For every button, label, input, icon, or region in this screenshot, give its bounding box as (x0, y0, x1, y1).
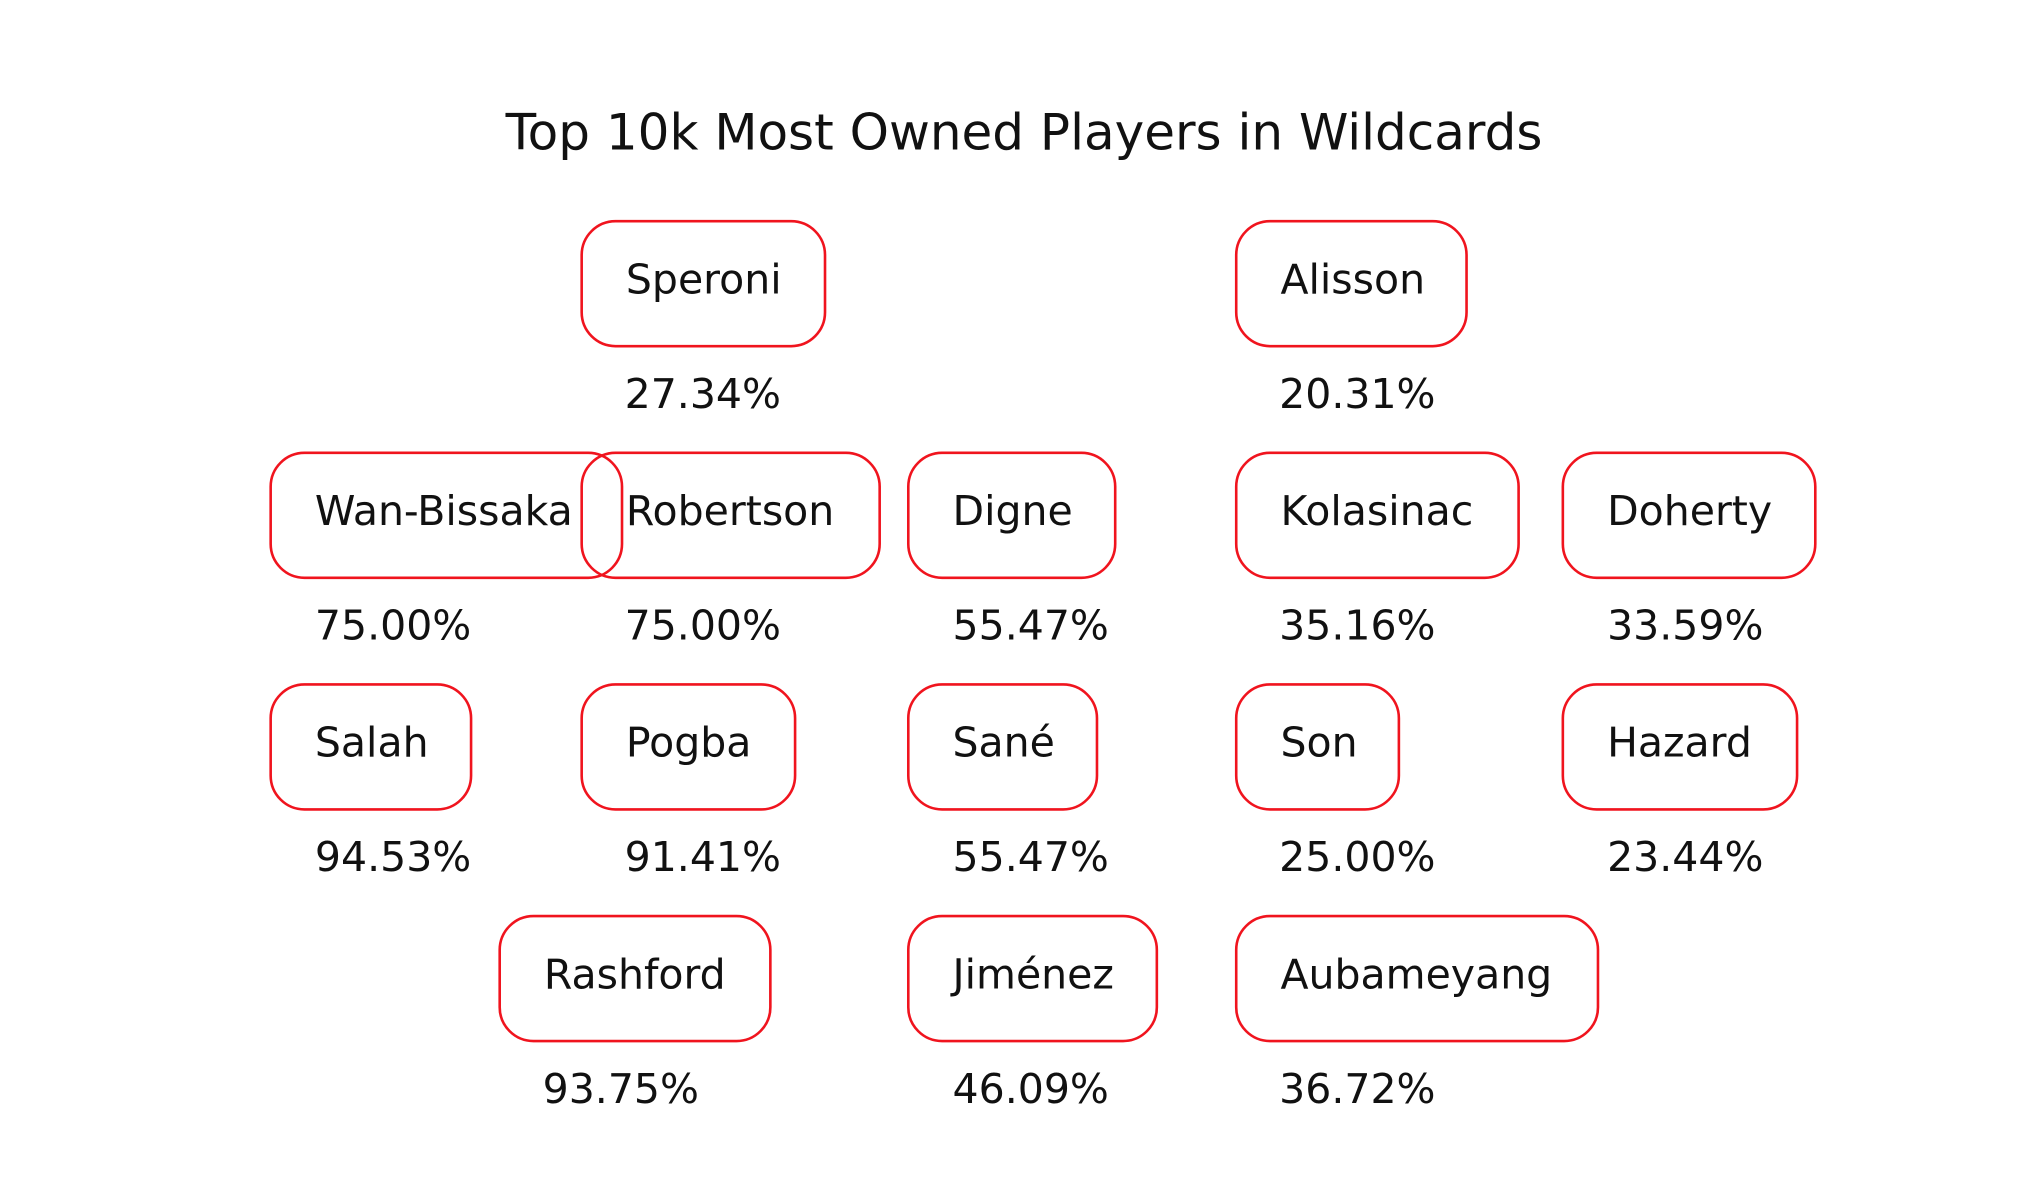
ownership-label: 91.41% (625, 833, 781, 881)
ownership-label: 33.59% (1607, 602, 1763, 650)
player-name: Jiménez (950, 950, 1114, 998)
player-name: Hazard (1607, 719, 1752, 767)
player-box (906, 914, 1159, 1043)
player-box (1234, 451, 1520, 580)
ownership-label: 36.72% (1279, 1065, 1435, 1113)
player-name: Alisson (1280, 255, 1425, 303)
player-box (580, 683, 797, 811)
player-box (580, 451, 881, 580)
player-name: Salah (315, 719, 429, 767)
player-box (906, 683, 1099, 811)
ownership-label: 55.47% (953, 833, 1109, 881)
ownership-label: 20.31% (1279, 370, 1435, 418)
player-box (269, 451, 624, 580)
player-box (906, 451, 1117, 580)
ownership-label: 25.00% (1279, 833, 1435, 881)
player-name: Aubameyang (1280, 950, 1552, 998)
ownership-label: 55.47% (953, 602, 1109, 650)
ownership-label: 35.16% (1279, 602, 1435, 650)
ownership-label: 46.09% (953, 1065, 1109, 1113)
player-name: Robertson (626, 487, 834, 535)
player-name: Kolasinac (1280, 487, 1473, 535)
ownership-label: 93.75% (543, 1065, 699, 1113)
player-box (1561, 683, 1799, 811)
player-name: Sané (953, 719, 1055, 767)
ownership-label: 27.34% (625, 370, 781, 418)
player-box (1561, 451, 1817, 580)
ownership-label: 94.53% (315, 833, 471, 881)
player-name: Wan-Bissaka (315, 487, 573, 535)
player-box (1234, 683, 1401, 811)
ownership-label: 75.00% (315, 602, 471, 650)
player-name: Rashford (544, 950, 726, 998)
player-name: Doherty (1607, 487, 1772, 535)
player-name: Speroni (626, 255, 782, 303)
player-name: Pogba (626, 719, 752, 767)
title: Top 10k Most Owned Players in Wildcards (505, 104, 1543, 162)
ownership-label: 23.44% (1607, 833, 1763, 881)
ownership-label: 75.00% (625, 602, 781, 650)
player-name: Digne (953, 487, 1073, 535)
player-name: Son (1280, 719, 1357, 767)
player-box (1234, 219, 1468, 348)
player-box (498, 914, 772, 1043)
player-box (580, 219, 827, 348)
player-box (1234, 914, 1600, 1043)
player-box (269, 683, 473, 811)
